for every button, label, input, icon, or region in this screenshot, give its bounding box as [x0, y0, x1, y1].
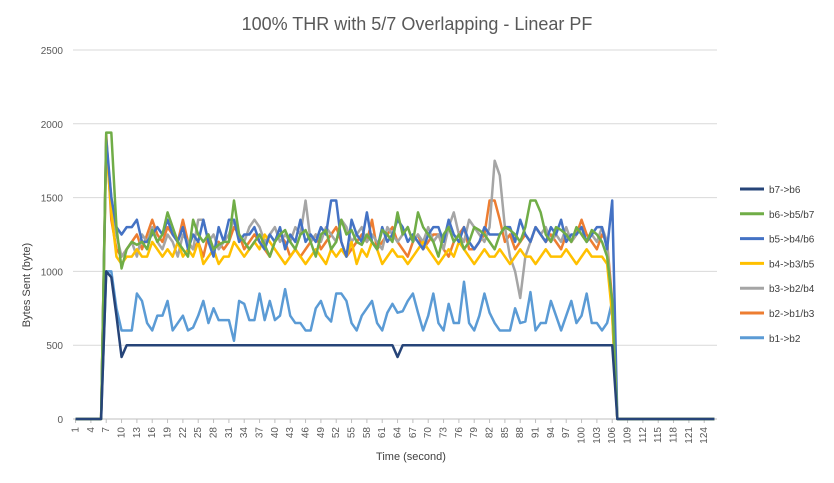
- legend-label: b5->b4/b6: [769, 235, 815, 246]
- x-tick-label: 64: [393, 427, 404, 439]
- series-line-b7-b6: [75, 270, 715, 421]
- x-tick-label: 76: [454, 427, 465, 439]
- legend-item: b2->b1/b3: [740, 309, 815, 320]
- x-tick-label: 100: [577, 427, 588, 444]
- series-line-b3-b2-b4: [75, 144, 715, 421]
- y-tick-label: 500: [46, 341, 63, 352]
- legend-item: b3->b2/b4: [740, 284, 815, 295]
- x-tick-label: 70: [423, 427, 434, 439]
- x-tick-label: 25: [193, 427, 204, 439]
- x-tick-label: 88: [515, 427, 526, 439]
- x-tick-label: 4: [86, 427, 97, 433]
- x-tick-label: 73: [439, 427, 450, 439]
- x-tick-label: 124: [699, 427, 710, 444]
- x-tick-label: 82: [485, 427, 496, 439]
- x-tick-label: 16: [147, 427, 158, 439]
- x-axis-ticks: 1 4 7 10 13 16 19 22 25 28 31 34 37 40 43 46 49 52 55 58 61 6…: [71, 419, 710, 444]
- x-axis-title: Time (second): [376, 451, 446, 463]
- x-tick-label: 28: [209, 427, 220, 439]
- legend-item: b1->b2: [740, 334, 801, 345]
- chart-title: 100% THR with 5/7 Overlapping - Linear P…: [242, 14, 593, 34]
- x-tick-label: 34: [239, 427, 250, 439]
- x-tick-label: 31: [224, 427, 235, 439]
- x-tick-label: 79: [469, 427, 480, 439]
- x-tick-label: 22: [178, 427, 189, 439]
- legend-label: b3->b2/b4: [769, 284, 815, 295]
- y-tick-label: 2500: [41, 46, 64, 57]
- x-tick-label: 91: [531, 427, 542, 439]
- legend-label: b4->b3/b5: [769, 259, 815, 270]
- series-lines: [75, 131, 715, 421]
- legend-label: b6->b5/b7: [769, 210, 815, 221]
- legend: b7->b6 b6->b5/b7 b5->b4/b6 b4->b3/b5 b3->b2/…: [740, 185, 815, 345]
- y-tick-label: 1000: [41, 267, 64, 278]
- x-tick-label: 115: [653, 427, 664, 443]
- y-tick-label: 2000: [41, 120, 64, 131]
- legend-label: b7->b6: [769, 185, 801, 196]
- y-axis-title: Bytes Sent (byte): [21, 243, 33, 327]
- series-line-b1-b2: [75, 270, 715, 421]
- x-tick-label: 7: [101, 427, 112, 433]
- x-tick-label: 103: [592, 427, 603, 444]
- x-tick-label: 52: [331, 427, 342, 439]
- x-tick-label: 58: [362, 427, 373, 439]
- legend-label: b1->b2: [769, 334, 801, 345]
- x-tick-label: 61: [377, 427, 388, 439]
- x-tick-label: 19: [163, 427, 174, 439]
- y-tick-label: 1500: [41, 194, 64, 205]
- x-tick-label: 106: [607, 427, 618, 444]
- x-tick-label: 109: [623, 427, 634, 444]
- x-tick-label: 85: [500, 427, 511, 439]
- legend-item: b6->b5/b7: [740, 210, 815, 221]
- x-tick-label: 67: [408, 427, 419, 439]
- x-tick-label: 46: [301, 427, 312, 439]
- x-tick-label: 49: [316, 427, 327, 439]
- x-tick-label: 118: [669, 427, 680, 443]
- legend-item: b4->b3/b5: [740, 259, 815, 270]
- legend-item: b5->b4/b6: [740, 235, 815, 246]
- x-tick-label: 112: [638, 427, 649, 443]
- x-tick-label: 13: [132, 427, 143, 439]
- x-tick-label: 94: [546, 427, 557, 439]
- x-tick-label: 1: [71, 427, 82, 433]
- x-tick-label: 40: [270, 427, 281, 439]
- y-tick-label: 0: [57, 415, 63, 426]
- x-tick-label: 55: [347, 427, 358, 439]
- series-line-b6-b5-b7: [75, 131, 715, 421]
- y-axis-ticks: 0 500 1000 1500 2000 2500: [41, 46, 64, 426]
- legend-item: b7->b6: [740, 185, 801, 196]
- x-tick-label: 43: [285, 427, 296, 439]
- x-tick-label: 97: [561, 427, 572, 439]
- x-tick-label: 121: [684, 427, 695, 444]
- x-tick-label: 37: [255, 427, 266, 439]
- x-tick-label: 10: [117, 427, 128, 439]
- legend-label: b2->b1/b3: [769, 309, 815, 320]
